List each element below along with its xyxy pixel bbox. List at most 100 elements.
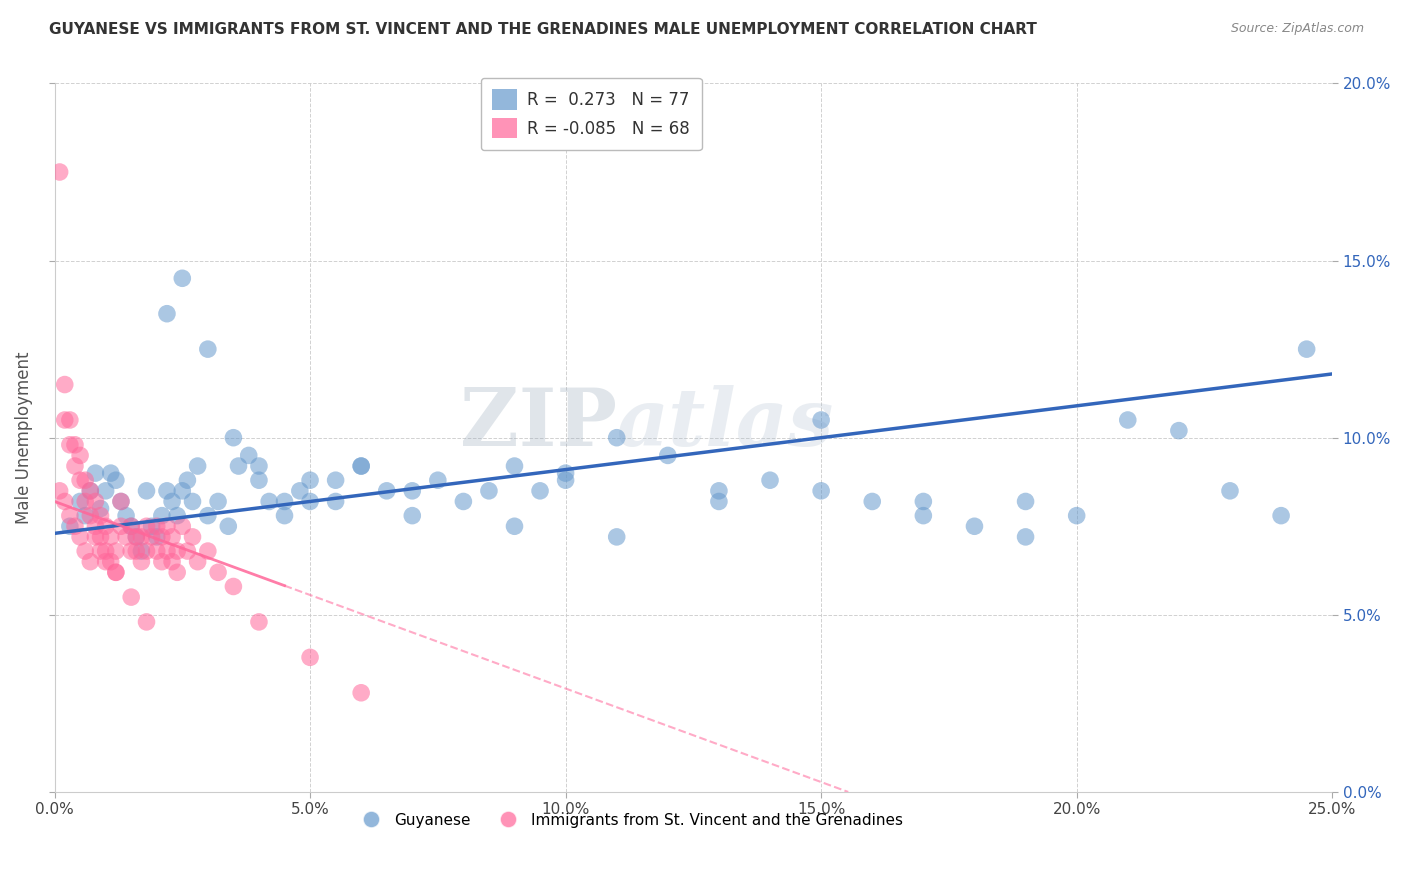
Point <box>100 530 122 544</box>
Point <box>860 494 883 508</box>
Point <box>115 508 138 523</box>
Point <box>125 530 148 544</box>
Point <box>401 483 423 498</box>
Point <box>79 483 101 498</box>
Point <box>810 413 832 427</box>
Point <box>135 544 157 558</box>
Point <box>963 519 986 533</box>
Point <box>150 530 173 544</box>
Point <box>59 413 82 427</box>
Point <box>197 508 219 523</box>
Point <box>172 271 194 285</box>
Point <box>63 438 86 452</box>
Point <box>707 494 730 508</box>
Point <box>207 494 229 508</box>
Point <box>166 508 188 523</box>
Point <box>94 544 117 558</box>
Point <box>59 519 82 533</box>
Point <box>79 555 101 569</box>
Point <box>426 473 449 487</box>
Point <box>150 555 173 569</box>
Point <box>53 377 76 392</box>
Point <box>554 473 576 487</box>
Point <box>104 566 127 580</box>
Point <box>912 494 935 508</box>
Point <box>125 530 148 544</box>
Point <box>84 530 107 544</box>
Point <box>120 519 142 533</box>
Point <box>228 458 250 473</box>
Point <box>247 615 270 629</box>
Point <box>89 508 111 523</box>
Text: Source: ZipAtlas.com: Source: ZipAtlas.com <box>1230 22 1364 36</box>
Point <box>145 519 167 533</box>
Point <box>104 473 127 487</box>
Point <box>1167 424 1189 438</box>
Point <box>197 342 219 356</box>
Point <box>145 544 167 558</box>
Point <box>120 590 142 604</box>
Point <box>63 519 86 533</box>
Point <box>606 530 628 544</box>
Point <box>75 473 97 487</box>
Point <box>110 494 132 508</box>
Point <box>606 431 628 445</box>
Point <box>176 473 198 487</box>
Point <box>156 544 179 558</box>
Point <box>325 473 347 487</box>
Point <box>166 566 188 580</box>
Point <box>156 483 179 498</box>
Point <box>145 530 167 544</box>
Point <box>89 501 111 516</box>
Point <box>207 566 229 580</box>
Point <box>401 508 423 523</box>
Point <box>707 483 730 498</box>
Point <box>247 473 270 487</box>
Point <box>48 165 70 179</box>
Point <box>63 458 86 473</box>
Point <box>197 544 219 558</box>
Point <box>69 494 91 508</box>
Point <box>172 519 194 533</box>
Point <box>89 544 111 558</box>
Point <box>478 483 501 498</box>
Point <box>273 494 295 508</box>
Point <box>350 686 373 700</box>
Point <box>1270 508 1292 523</box>
Point <box>141 519 163 533</box>
Point <box>120 519 142 533</box>
Point <box>115 530 138 544</box>
Point <box>131 555 153 569</box>
Point <box>1014 494 1036 508</box>
Point <box>53 413 76 427</box>
Point <box>181 494 204 508</box>
Point <box>299 473 322 487</box>
Point <box>160 555 183 569</box>
Point <box>69 530 91 544</box>
Point <box>187 458 209 473</box>
Point <box>156 519 179 533</box>
Point <box>75 494 97 508</box>
Point <box>325 494 347 508</box>
Point <box>222 579 245 593</box>
Point <box>94 483 117 498</box>
Point <box>75 544 97 558</box>
Point <box>1116 413 1139 427</box>
Point <box>503 519 526 533</box>
Point <box>131 544 153 558</box>
Point <box>503 458 526 473</box>
Point <box>69 473 91 487</box>
Point <box>375 483 398 498</box>
Point <box>176 544 198 558</box>
Point <box>104 544 127 558</box>
Text: ZIP: ZIP <box>460 384 617 463</box>
Point <box>288 483 311 498</box>
Point <box>172 483 194 498</box>
Point <box>131 530 153 544</box>
Point <box>104 566 127 580</box>
Y-axis label: Male Unemployment: Male Unemployment <box>15 351 32 524</box>
Point <box>135 519 157 533</box>
Point <box>350 458 373 473</box>
Point <box>100 555 122 569</box>
Point <box>150 508 173 523</box>
